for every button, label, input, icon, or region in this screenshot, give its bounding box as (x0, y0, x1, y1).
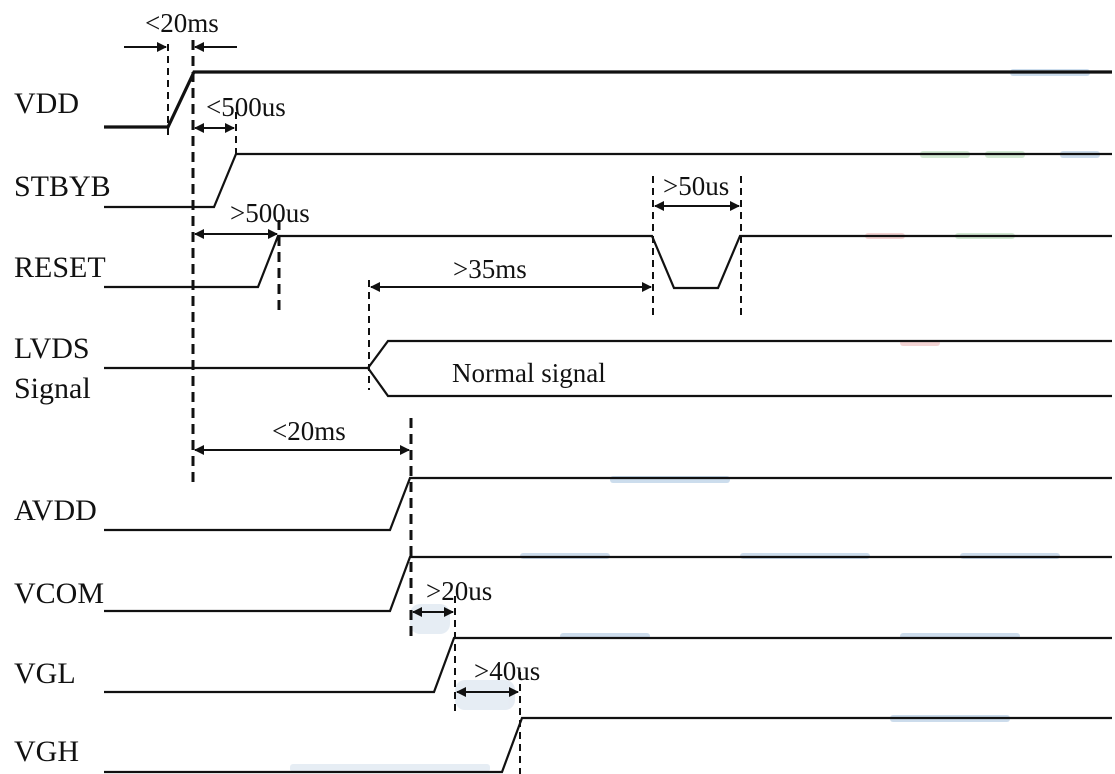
timing-labels: <20ms <500us >500us >50us >35ms <20ms >2… (145, 8, 729, 686)
label-vcom: VCOM (14, 577, 104, 610)
lvds-normal-signal-label: Normal signal (452, 358, 606, 388)
timing-avdd-delay: <20ms (272, 416, 346, 446)
timing-reset-pulse: >50us (663, 171, 729, 201)
waveform-lvds-lower (367, 367, 1112, 398)
label-stbyb: STBYB (14, 170, 111, 203)
timing-stbyb-delay: <500us (206, 92, 286, 122)
timing-lvds-to-reset: >35ms (453, 254, 527, 284)
waveform-vgh (104, 716, 1112, 774)
timing-vgh-delay: >40us (474, 656, 540, 686)
waveform-lvds-upper (367, 339, 1112, 369)
label-lvds-line1: LVDS (14, 332, 90, 365)
waveform-stbyb (104, 152, 1112, 209)
label-vgh: VGH (14, 735, 79, 768)
waveform-vcom (104, 555, 1112, 613)
reference-lines (167, 40, 742, 774)
timing-reset-delay: >500us (230, 198, 310, 228)
label-reset: RESET (14, 251, 106, 284)
timing-vdd-rise: <20ms (145, 8, 219, 38)
timing-arrows (124, 42, 740, 697)
label-avdd: AVDD (14, 494, 97, 527)
signal-labels: VDD STBYB RESET LVDS Signal AVDD VCOM VG… (14, 87, 111, 768)
label-lvds-line2: Signal (14, 372, 91, 405)
waveforms (104, 70, 1112, 774)
waveform-vdd (104, 70, 1112, 129)
waveform-avdd (104, 476, 1112, 532)
timing-vgl-delay: >20us (426, 576, 492, 606)
label-vdd: VDD (14, 87, 79, 120)
waveform-vgl (104, 636, 1112, 694)
waveform-reset (104, 234, 1112, 290)
label-vgl: VGL (14, 657, 76, 690)
